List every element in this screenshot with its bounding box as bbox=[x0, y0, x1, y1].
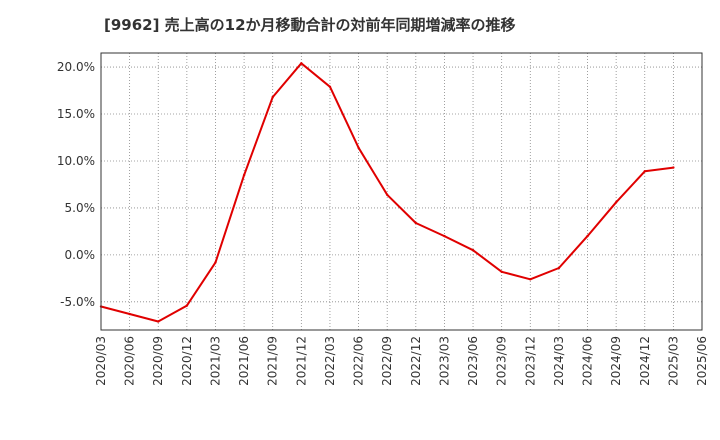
y-tick-label: -5.0% bbox=[60, 295, 95, 309]
x-tick-label: 2024/03 bbox=[552, 336, 566, 386]
plot-frame bbox=[100, 52, 703, 331]
data-point bbox=[128, 312, 131, 316]
y-tick-label: 0.0% bbox=[65, 248, 96, 262]
chart-title: [9962] 売上高の12か月移動合計の対前年同期増減率の推移 bbox=[104, 16, 516, 34]
data-point bbox=[414, 221, 418, 225]
data-point bbox=[185, 304, 189, 307]
x-tick-label: 2020/09 bbox=[151, 336, 165, 386]
y-tick-label: 5.0% bbox=[65, 201, 96, 215]
x-tick-label: 2021/06 bbox=[237, 336, 251, 386]
data-point bbox=[328, 85, 332, 89]
x-tick-label: 2024/09 bbox=[609, 336, 623, 386]
y-tick-label: 20.0% bbox=[57, 60, 95, 74]
data-point bbox=[471, 248, 475, 252]
data-point bbox=[385, 193, 389, 196]
x-tick-label: 2025/06 bbox=[695, 336, 709, 386]
x-tick-label: 2022/12 bbox=[409, 336, 423, 386]
x-tick-label: 2020/12 bbox=[180, 336, 194, 386]
series-group bbox=[99, 62, 675, 323]
data-point bbox=[214, 261, 217, 264]
series-line bbox=[100, 62, 674, 323]
data-point bbox=[271, 95, 274, 99]
x-tick-label: 2024/12 bbox=[638, 336, 652, 386]
x-axis: 2020/03 2020/06 2020/09 2020/12 2021/03 2021/… bbox=[94, 336, 709, 386]
data-point bbox=[557, 266, 561, 270]
x-tick-label: 2025/03 bbox=[666, 336, 680, 386]
data-point bbox=[614, 201, 618, 204]
x-tick-label: 2020/03 bbox=[94, 336, 108, 386]
x-tick-label: 2021/09 bbox=[266, 336, 280, 386]
y-tick-label: 10.0% bbox=[57, 154, 95, 168]
x-tick-label: 2021/12 bbox=[294, 336, 308, 386]
x-tick-label: 2022/09 bbox=[380, 336, 394, 386]
x-tick-label: 2023/12 bbox=[523, 336, 537, 386]
y-tick-label: 15.0% bbox=[57, 107, 95, 121]
data-point bbox=[157, 320, 160, 323]
data-point bbox=[672, 166, 675, 169]
data-point bbox=[357, 146, 360, 150]
grid bbox=[101, 53, 702, 330]
data-point bbox=[300, 62, 303, 65]
x-tick-label: 2023/09 bbox=[495, 336, 509, 386]
x-tick-label: 2022/03 bbox=[323, 336, 337, 386]
y-axis: 20.0% 15.0% 10.0% 5.0% 0.0% -5.0% bbox=[57, 60, 95, 309]
data-point bbox=[643, 170, 646, 173]
data-point bbox=[529, 278, 532, 281]
x-tick-label: 2023/03 bbox=[437, 336, 451, 386]
data-point bbox=[586, 234, 589, 238]
data-point bbox=[443, 234, 446, 238]
x-tick-label: 2022/06 bbox=[352, 336, 366, 386]
x-tick-label: 2020/06 bbox=[123, 336, 137, 386]
x-tick-label: 2023/06 bbox=[466, 336, 480, 386]
x-tick-label: 2021/03 bbox=[208, 336, 222, 386]
data-point bbox=[500, 270, 503, 273]
x-tick-label: 2024/06 bbox=[581, 336, 595, 386]
data-point bbox=[242, 173, 246, 177]
